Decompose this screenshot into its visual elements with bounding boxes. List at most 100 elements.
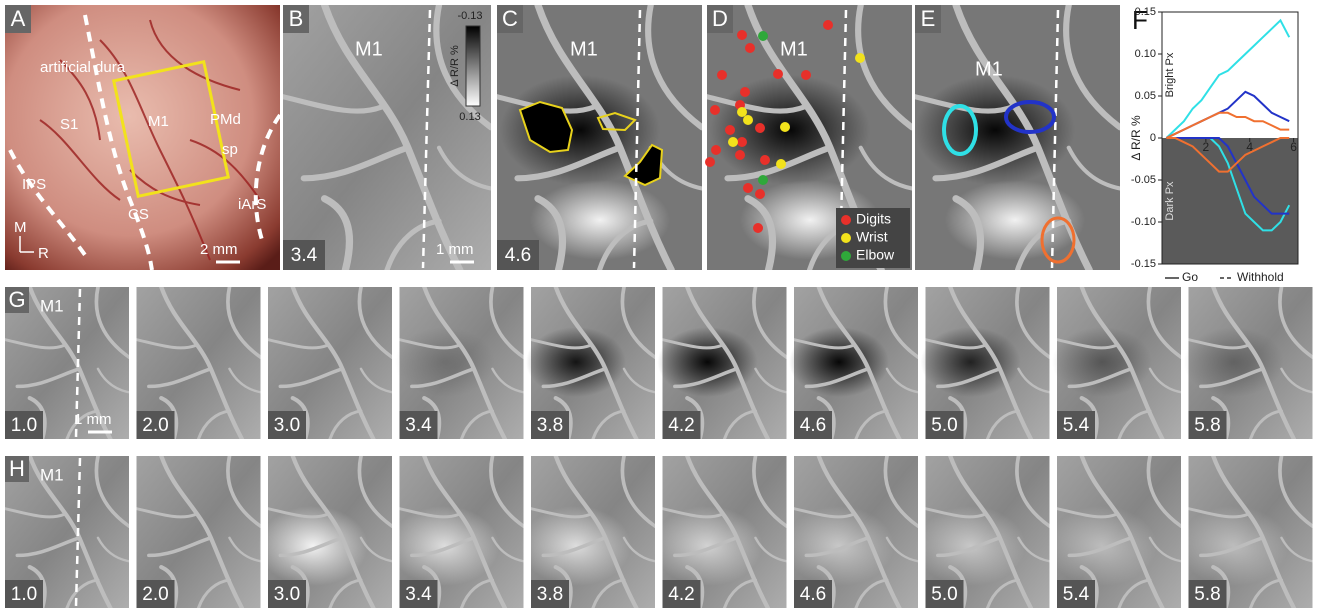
panel-d: D M1 Digits Wrist Elbow bbox=[705, 5, 912, 270]
panel-label: H bbox=[9, 456, 25, 481]
site-marker bbox=[801, 70, 811, 80]
legend-label: Wrist bbox=[856, 229, 888, 245]
legend: Digits Wrist Elbow bbox=[841, 211, 895, 263]
region-label: M1 bbox=[570, 38, 598, 60]
annotation: M1 bbox=[148, 113, 169, 130]
region-label: M1 bbox=[975, 58, 1003, 80]
time-label: 4.6 bbox=[505, 245, 531, 266]
region-label: M1 bbox=[780, 38, 808, 60]
panel-b: B M1 -0.13 0.13 Δ R/R % 3.4 1 mm bbox=[283, 5, 491, 270]
site-marker bbox=[725, 125, 735, 135]
page: {"panel_a": {"label": "A", "annotations"… bbox=[0, 0, 1318, 610]
legend-swatch bbox=[841, 233, 851, 243]
site-marker bbox=[717, 70, 727, 80]
annotation: artificial dura bbox=[40, 59, 126, 76]
region-label: M1 bbox=[40, 465, 64, 484]
annotation: PMd bbox=[210, 111, 241, 128]
site-marker bbox=[737, 107, 747, 117]
y-tick-label: 0 bbox=[1150, 132, 1156, 144]
y-tick-label: 0.15 bbox=[1135, 6, 1156, 18]
legend-swatch bbox=[841, 215, 851, 225]
upper-label: Bright Px bbox=[1164, 52, 1176, 97]
panel-label: C bbox=[502, 6, 518, 31]
site-marker bbox=[735, 150, 745, 160]
legend-label: Withhold bbox=[1237, 270, 1284, 284]
orientation-label: M bbox=[14, 219, 27, 236]
time-label: 4.2 bbox=[668, 584, 694, 605]
site-marker bbox=[758, 175, 768, 185]
series-line bbox=[1166, 113, 1289, 138]
site-marker bbox=[740, 87, 750, 97]
site-marker bbox=[705, 157, 715, 167]
site-marker bbox=[760, 155, 770, 165]
y-tick-label: -0.10 bbox=[1131, 216, 1156, 228]
scale-label: 1 mm bbox=[436, 241, 474, 258]
site-marker bbox=[823, 20, 833, 30]
x-tick-label: 2 bbox=[1203, 140, 1210, 154]
site-marker bbox=[710, 105, 720, 115]
time-label: 4.6 bbox=[800, 584, 826, 605]
site-marker bbox=[743, 183, 753, 193]
panel-e: E M1 bbox=[915, 5, 1120, 270]
legend-swatch bbox=[841, 251, 851, 261]
y-axis-label: Δ R/R % bbox=[1129, 115, 1143, 161]
time-label: 3.8 bbox=[537, 415, 563, 436]
colorbar bbox=[466, 26, 480, 106]
annotation: CS bbox=[128, 206, 149, 223]
legend-label: Elbow bbox=[856, 247, 895, 263]
legend-label: Go bbox=[1182, 270, 1198, 284]
time-label: 3.4 bbox=[405, 584, 432, 605]
panel-c: C M1 4.6 bbox=[497, 5, 702, 270]
annotation: sp bbox=[222, 141, 238, 158]
annotation: iArS bbox=[238, 196, 266, 213]
y-tick-label: -0.05 bbox=[1131, 174, 1156, 186]
y-tick-label: -0.15 bbox=[1131, 258, 1156, 270]
orientation-label: R bbox=[38, 245, 49, 262]
site-marker bbox=[743, 115, 753, 125]
time-label: 2.0 bbox=[142, 584, 168, 605]
panel-label: D bbox=[712, 6, 728, 31]
site-marker bbox=[711, 145, 721, 155]
colorbar-label: 0.13 bbox=[459, 111, 480, 123]
time-label: 5.0 bbox=[931, 584, 957, 605]
legend-label: Digits bbox=[856, 211, 891, 227]
figure: A artificial dura S1 M1 PMd sp IPS CS iA… bbox=[0, 0, 1318, 610]
site-marker bbox=[755, 189, 765, 199]
panel-a: A artificial dura S1 M1 PMd sp IPS CS iA… bbox=[5, 5, 280, 270]
series-line bbox=[1166, 20, 1289, 138]
y-tick-label: 0.10 bbox=[1135, 48, 1156, 60]
panel-label: G bbox=[8, 287, 25, 312]
time-label: 3.4 bbox=[405, 415, 432, 436]
site-marker bbox=[776, 159, 786, 169]
panel-label: A bbox=[11, 6, 26, 31]
time-label: 5.0 bbox=[931, 415, 957, 436]
site-marker bbox=[745, 43, 755, 53]
site-marker bbox=[753, 223, 763, 233]
time-label: 5.8 bbox=[1194, 415, 1220, 436]
time-label: 3.0 bbox=[274, 584, 300, 605]
region-label: M1 bbox=[355, 38, 383, 60]
dark-region bbox=[915, 75, 1075, 185]
image bbox=[283, 5, 491, 270]
time-label: 3.8 bbox=[537, 584, 563, 605]
scale-label: 2 mm bbox=[200, 241, 238, 258]
time-label: 1.0 bbox=[11, 584, 37, 605]
site-marker bbox=[855, 53, 865, 63]
x-tick-label: 6 bbox=[1290, 140, 1297, 154]
annotation: S1 bbox=[60, 116, 78, 133]
panel-h: 1.02.03.03.43.84.24.65.05.45.8HM1 bbox=[5, 456, 1313, 608]
site-marker bbox=[737, 30, 747, 40]
scale-label: 1 mm bbox=[74, 411, 112, 428]
lower-label: Dark Px bbox=[1164, 181, 1176, 221]
colorbar-label: -0.13 bbox=[457, 10, 482, 22]
time-label: 5.4 bbox=[1063, 415, 1090, 436]
time-label: 1.0 bbox=[11, 415, 37, 436]
series-line bbox=[1166, 92, 1289, 138]
time-label: 5.8 bbox=[1194, 584, 1220, 605]
colorbar-title: Δ R/R % bbox=[449, 45, 461, 87]
time-label: 4.6 bbox=[800, 415, 826, 436]
time-label: 3.4 bbox=[291, 245, 318, 266]
site-marker bbox=[780, 122, 790, 132]
